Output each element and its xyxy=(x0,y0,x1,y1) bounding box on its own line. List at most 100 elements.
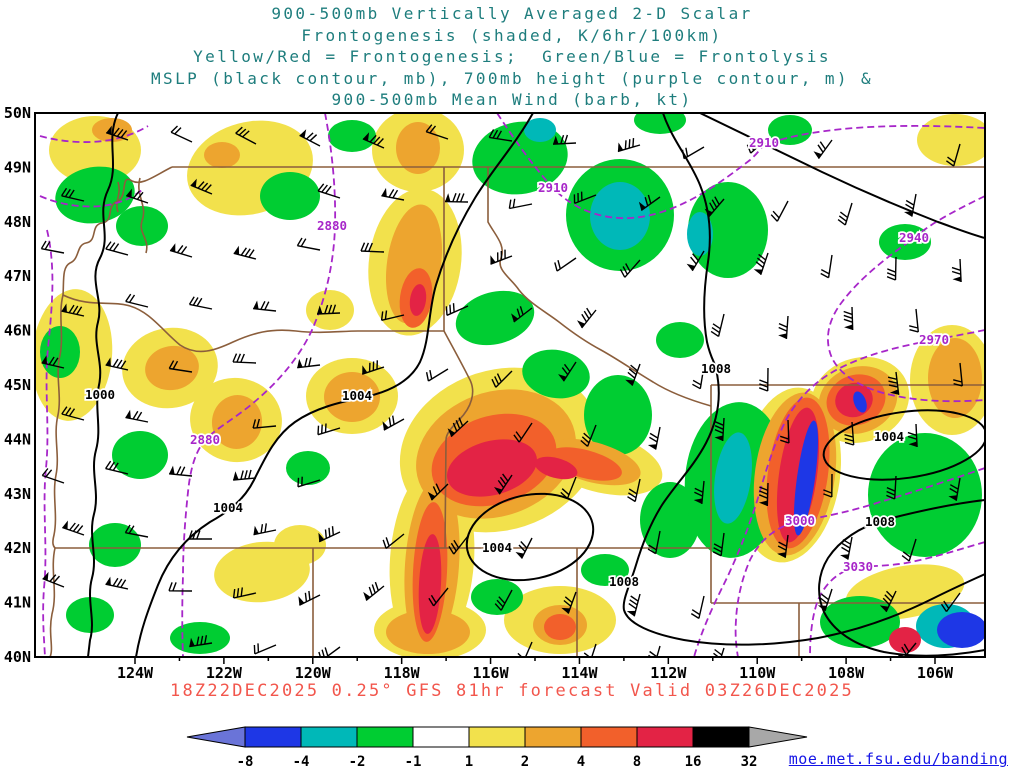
height-contour xyxy=(827,195,985,403)
wind-barb-pennant xyxy=(777,552,786,558)
contour-label: 1008 xyxy=(865,514,895,529)
colorbar-segment xyxy=(524,726,582,748)
wind-barb xyxy=(582,643,597,657)
wind-barb xyxy=(253,300,277,312)
wind-barb xyxy=(168,582,193,592)
wind-barb xyxy=(882,590,897,613)
wind-barb xyxy=(777,534,789,558)
lon-axis-label: 116W xyxy=(472,664,509,682)
wind-barb xyxy=(905,193,917,217)
shaded-region-green xyxy=(656,322,704,358)
title-line: Frontogenesis (shaded, K/6hr/100km) xyxy=(301,25,723,45)
shaded-region-green xyxy=(820,596,900,648)
colorbar-tick-label: 1 xyxy=(465,754,473,768)
lat-axis-label: 43N xyxy=(4,485,31,503)
wind-barb xyxy=(299,132,321,147)
lon-axis-label: 106W xyxy=(917,664,954,682)
colorbar-segment xyxy=(356,726,414,748)
wind-barb xyxy=(41,468,65,484)
wind-barb xyxy=(253,523,277,536)
wind-barb xyxy=(297,357,321,369)
wind-barb-pennant xyxy=(61,303,67,313)
wind-barb xyxy=(779,419,790,444)
wind-barb xyxy=(554,257,577,272)
wind-barb xyxy=(61,304,85,317)
wind-barb xyxy=(758,367,769,392)
contour-label: 2970 xyxy=(919,332,949,347)
wind-barb xyxy=(382,533,405,549)
wind-barb xyxy=(945,143,961,167)
shaded-region-green xyxy=(634,113,686,134)
wind-barb xyxy=(188,530,212,540)
wind-barb xyxy=(627,478,641,503)
banding-link[interactable]: moe.met.fsu.edu/banding xyxy=(788,750,1008,768)
colorbar-tick-label: -1 xyxy=(405,754,422,768)
axis-labels: 50N 49N 48N 47N 46N 45N 44N 43N 42N 41N 40N 124W 122… xyxy=(4,104,954,682)
wind-barb xyxy=(488,129,513,142)
colorbar-tick-label: 16 xyxy=(685,754,702,768)
wind-barb xyxy=(692,365,705,390)
contour-label: 1008 xyxy=(701,361,731,376)
wind-barb xyxy=(817,139,833,160)
wind-barb-pennant xyxy=(714,435,723,441)
shaded-region-red_orange xyxy=(544,614,576,640)
wind-barb xyxy=(125,190,149,204)
wind-barb xyxy=(573,191,597,205)
wind-barb xyxy=(649,426,661,450)
shaded-region-green xyxy=(89,523,141,567)
wind-barb xyxy=(907,423,918,448)
colorbar-tick-label: 2 xyxy=(521,754,529,768)
wind-barb xyxy=(362,134,385,149)
wind-barb xyxy=(299,590,321,606)
wind-barb-pennant xyxy=(758,500,768,506)
wind-barb xyxy=(297,476,321,488)
state-border xyxy=(62,294,444,353)
wind-barb xyxy=(444,193,469,203)
shaded-region-green xyxy=(66,597,114,633)
wind-barb xyxy=(233,247,257,260)
contour-label: 1008 xyxy=(609,574,639,589)
wind-barb xyxy=(318,526,341,543)
wind-barb xyxy=(235,126,257,145)
shaded-region-teal xyxy=(524,118,556,142)
wind-barb xyxy=(887,371,900,395)
wind-barb xyxy=(105,358,129,371)
wind-barb xyxy=(819,588,833,612)
lat-axis-label: 44N xyxy=(4,430,31,448)
wind-barb-pennant xyxy=(105,576,111,586)
wind-barb-pennant xyxy=(62,520,68,530)
wind-barb xyxy=(690,250,705,272)
colorbar-tick-label: -2 xyxy=(349,754,366,768)
wind-barb xyxy=(42,574,65,588)
lat-axis-label: 45N xyxy=(4,376,31,394)
shaded-region-green xyxy=(640,482,700,558)
wind-barb xyxy=(513,306,533,323)
wind-barb xyxy=(712,532,725,557)
wind-barb-pennant xyxy=(948,495,958,501)
wind-barb-pennant xyxy=(617,142,624,152)
wind-barb xyxy=(951,258,962,283)
contour-label: 2910 xyxy=(538,180,568,195)
mslp-contour xyxy=(622,113,985,646)
shaded-region-red xyxy=(447,439,537,497)
contour-label: 1004 xyxy=(342,388,372,403)
state-border xyxy=(49,294,64,657)
shaded-region-yellow xyxy=(917,114,985,166)
lat-axis-label: 42N xyxy=(4,539,31,557)
wind-barb xyxy=(714,417,725,442)
shaded-region-green xyxy=(768,115,812,145)
wind-barb xyxy=(627,363,641,386)
wind-barb xyxy=(61,406,85,421)
wind-barb-pennant xyxy=(297,358,303,368)
mslp-contour-closed xyxy=(822,409,985,481)
wind-barb xyxy=(640,194,661,211)
shaded-region-red xyxy=(534,456,578,480)
wind-barb xyxy=(105,127,129,141)
contour-labels-layer: 1000 1004 1008 1004 1004 1008 1004 1008 2880 2880… xyxy=(83,133,951,591)
wind-barb xyxy=(560,476,577,499)
wind-barb xyxy=(843,306,854,331)
wind-barb xyxy=(40,240,65,254)
wind-barb xyxy=(124,524,149,538)
colorbar-segment xyxy=(468,726,526,748)
shaded-region-green xyxy=(471,579,523,615)
